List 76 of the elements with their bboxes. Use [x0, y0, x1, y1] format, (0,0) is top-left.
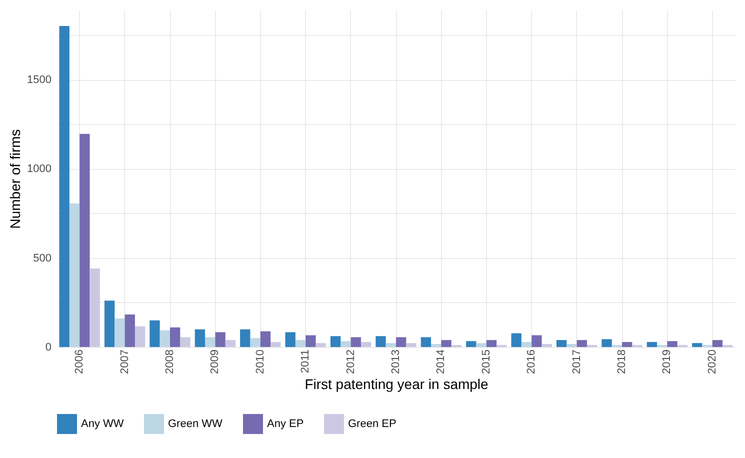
bar — [104, 300, 115, 347]
bar — [556, 340, 567, 347]
x-tick-label: 2013 — [390, 350, 402, 374]
bar — [150, 320, 160, 347]
x-tick-label: 2020 — [706, 350, 718, 374]
bar — [712, 340, 723, 347]
bar — [240, 329, 250, 347]
bar — [59, 26, 70, 347]
x-tick-label: 2018 — [616, 350, 628, 374]
bar — [542, 344, 552, 347]
bar — [69, 203, 80, 347]
legend-label: Green WW — [168, 418, 224, 430]
x-tick-label: 2006 — [74, 350, 86, 374]
bar — [316, 343, 326, 347]
bar — [622, 342, 632, 347]
legend-label: Green EP — [348, 418, 396, 430]
x-tick-label: 2016 — [526, 350, 538, 374]
bar — [350, 337, 361, 347]
x-tick-label: 2012 — [344, 350, 357, 374]
bar — [692, 343, 702, 347]
legend-label: Any EP — [267, 418, 304, 430]
bar — [330, 336, 341, 347]
bar — [124, 314, 135, 347]
bar — [576, 340, 587, 347]
bar — [306, 335, 316, 347]
bar — [250, 338, 260, 347]
bar — [80, 134, 90, 347]
bar — [295, 340, 306, 347]
bar — [476, 343, 486, 347]
bar — [406, 343, 416, 347]
bar — [360, 342, 372, 347]
bar — [170, 327, 180, 347]
bar — [667, 341, 678, 347]
bar — [386, 343, 396, 347]
bar — [215, 332, 226, 347]
bar — [646, 342, 658, 347]
y-axis-title: Number of firms — [7, 129, 24, 229]
bar — [441, 340, 452, 347]
bar — [180, 337, 190, 347]
bar — [466, 341, 476, 347]
bar — [602, 339, 612, 347]
y-tick-label: 500 — [33, 252, 52, 264]
bar — [396, 337, 406, 347]
bar — [532, 335, 542, 347]
bar — [566, 344, 577, 347]
bar — [270, 342, 281, 347]
x-tick-label: 2007 — [118, 350, 131, 374]
bar — [160, 330, 170, 347]
bar — [114, 318, 125, 347]
bar — [225, 340, 236, 347]
x-tick-label: 2019 — [661, 350, 674, 374]
x-tick-label: 2014 — [435, 350, 448, 374]
y-tick-label: 1500 — [27, 74, 52, 86]
bar — [90, 268, 100, 347]
x-tick-label: 2015 — [480, 350, 492, 374]
y-tick-label: 1000 — [27, 163, 52, 176]
x-tick-label: 2017 — [570, 350, 583, 374]
bar — [260, 331, 271, 347]
x-tick-label: 2008 — [164, 350, 176, 374]
bar — [521, 342, 532, 347]
bar — [376, 336, 386, 347]
y-tick-label: 0 — [45, 342, 52, 354]
bar — [194, 329, 206, 347]
bar — [431, 344, 442, 347]
bar — [205, 337, 216, 347]
bar — [340, 341, 351, 347]
x-tick-label: 2011 — [300, 350, 312, 374]
bar — [285, 332, 296, 347]
legend-label: Any WW — [81, 418, 124, 430]
x-tick-label: 2009 — [209, 350, 222, 374]
x-tick-label: 2010 — [254, 350, 266, 374]
bar — [420, 337, 432, 347]
bar — [511, 333, 522, 347]
x-axis-title: First patenting year in sample — [304, 376, 489, 392]
bar — [134, 326, 146, 347]
bar — [486, 340, 497, 347]
